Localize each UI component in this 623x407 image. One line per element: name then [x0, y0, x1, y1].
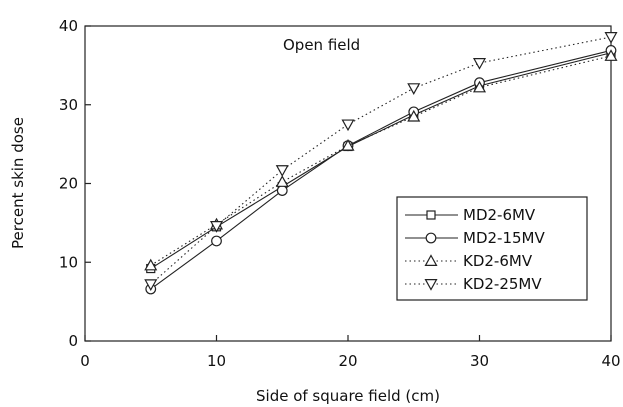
series-2-point-5	[472, 80, 487, 93]
x-tick-label-2: 20	[338, 352, 357, 370]
series-2-point-6	[604, 49, 618, 61]
x-tick-label-4: 40	[601, 352, 620, 370]
y-tick-label-1: 10	[59, 253, 78, 271]
legend-marker-2	[424, 254, 438, 266]
series-2-point-2	[275, 175, 289, 187]
x-axis-label: Side of square field (cm)	[256, 387, 440, 405]
series-3-point-4	[407, 83, 421, 95]
series-2-point-3	[341, 138, 355, 151]
series-2-point-4	[407, 109, 421, 122]
series-1-point-2	[276, 185, 288, 196]
legend-marker-3	[424, 279, 438, 291]
legend-label-0: MD2-6MV	[463, 206, 536, 224]
axis-ticks: 0 10 20 30 40 0 10 20 30 40	[59, 17, 621, 370]
y-axis-label: Percent skin dose	[9, 117, 27, 249]
x-tick-label-0: 0	[80, 352, 90, 370]
legend-label-2: KD2-6MV	[463, 252, 533, 270]
y-tick-label-0: 0	[68, 332, 78, 350]
series-3-point-6	[604, 32, 618, 44]
legend-label-3: KD2-25MV	[463, 275, 542, 293]
y-tick-label-3: 30	[59, 96, 78, 114]
series-3-point-2	[275, 165, 289, 177]
x-tick-label-1: 10	[207, 352, 226, 370]
series-2-point-0	[144, 258, 158, 271]
series-layer	[144, 32, 618, 295]
legend: MD2-6MV MD2-15MV KD2-6MV KD2-25MV	[396, 196, 588, 301]
annotation-open-field: Open field	[283, 36, 360, 54]
series-3-point-0	[144, 279, 158, 292]
series-3-point-3	[341, 119, 355, 132]
series-3-point-1	[209, 221, 224, 233]
legend-marker-1	[425, 232, 437, 244]
legend-label-1: MD2-15MV	[463, 229, 545, 247]
series-3-point-5	[472, 58, 487, 70]
y-tick-label-2: 20	[59, 175, 78, 193]
y-tick-label-4: 40	[59, 17, 78, 35]
x-tick-label-3: 30	[470, 352, 489, 370]
series-1-point-1	[211, 235, 222, 247]
legend-marker-0	[426, 210, 436, 220]
